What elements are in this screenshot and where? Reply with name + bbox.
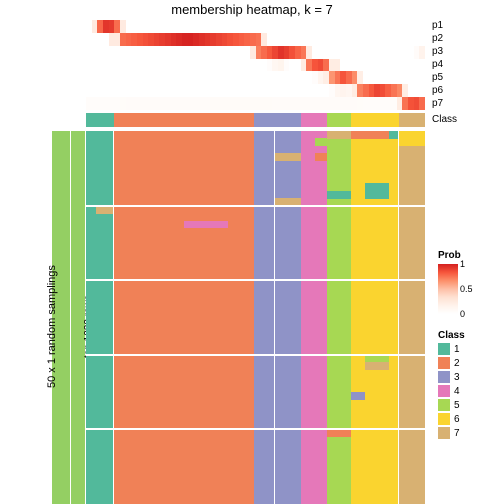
class-ribbon-label: Class [432,114,457,125]
class-ribbon-cell [275,113,302,127]
class-ribbon-cell [96,113,115,127]
heatmap-exception-cell [327,191,352,199]
heatmap-exception-cell [275,153,302,161]
heatmap-column [275,131,302,504]
class-ribbon-cell [351,113,366,127]
heatmap-exception-cell [351,131,366,139]
membership-row-label: p7 [432,98,443,109]
class-legend-label: 6 [454,414,460,425]
membership-cell [419,33,425,46]
heatmap-exception-cell [315,138,328,146]
class-legend-swatch [438,385,450,397]
class-legend-swatch [438,427,450,439]
heatmap-column [114,131,185,504]
row-divider [86,428,425,430]
membership-cell [419,71,425,84]
class-ribbon-cell [114,113,185,127]
heatmap-column [184,131,229,504]
membership-row-label: p6 [432,85,443,96]
class-ribbon-cell [315,113,328,127]
class-ribbon-cell [399,113,426,127]
heatmap-exception-cell [315,153,328,161]
class-ribbon-cell [301,113,316,127]
heatmap-column [254,131,275,504]
prob-tick: 1 [460,259,465,269]
class-ribbon-cell [184,113,229,127]
class-legend-item: 5 [438,399,498,411]
prob-tick: 0 [460,309,465,319]
row-divider [86,279,425,281]
class-ribbon-cell [365,113,390,127]
membership-row-label: p5 [432,72,443,83]
side-label-outer: 50 x 1 random samplings [46,265,58,388]
class-ribbon-cell [389,113,400,127]
class-legend-swatch [438,399,450,411]
class-ribbon-cell [86,113,97,127]
heatmap-column [86,131,97,504]
membership-row-label: p2 [432,33,443,44]
heatmap-column [228,131,255,504]
heatmap-exception-cell [327,429,352,437]
class-legend-label: 3 [454,372,460,383]
class-legend-item: 7 [438,427,498,439]
heatmap-exception-cell [351,392,366,400]
class-legend-swatch [438,371,450,383]
heatmap-column [399,131,426,504]
heatmap-exception-cell [327,131,352,139]
class-ribbon-cell [228,113,255,127]
class-legend-label: 4 [454,386,460,397]
class-legend-title: Class [438,330,498,341]
heatmap-exception-cell [365,131,390,139]
heatmap-exception-cell [184,221,229,229]
heatmap-column [301,131,316,504]
membership-cell [419,46,425,59]
class-legend-swatch [438,413,450,425]
row-divider [86,354,425,356]
heatmap-exception-cell [96,206,115,214]
prob-legend: Prob10.50 [438,250,488,314]
class-legend-swatch [438,357,450,369]
class-legend-item: 6 [438,413,498,425]
heatmap-exception-cell [399,138,426,146]
membership-cell [419,59,425,72]
heatmap-column [96,131,115,504]
heatmap-exception-cell [365,362,390,370]
class-legend-item: 1 [438,343,498,355]
heatmap-column [327,131,352,504]
class-ribbon-cell [327,113,352,127]
class-legend-item: 4 [438,385,498,397]
heatmap-exception-cell [365,191,390,199]
class-legend-label: 5 [454,400,460,411]
heatmap-column [315,131,328,504]
class-legend-label: 1 [454,344,460,355]
class-legend-swatch [438,343,450,355]
membership-cell [419,20,425,33]
class-legend-item: 2 [438,357,498,369]
membership-row-label: p4 [432,59,443,70]
membership-row-label: p3 [432,46,443,57]
row-divider [86,205,425,207]
class-ribbon-cell [254,113,275,127]
class-legend-label: 2 [454,358,460,369]
class-legend: Class 1 2 3 4 5 6 7 [438,330,498,439]
membership-cell [419,84,425,97]
prob-tick: 0.5 [460,284,473,294]
chart-title: membership heatmap, k = 7 [0,2,504,17]
class-legend-label: 7 [454,428,460,439]
membership-cell [419,97,425,110]
class-legend-item: 3 [438,371,498,383]
prob-gradient: 10.50 [438,264,458,314]
membership-row-label: p1 [432,20,443,31]
heatmap-column [351,131,366,504]
